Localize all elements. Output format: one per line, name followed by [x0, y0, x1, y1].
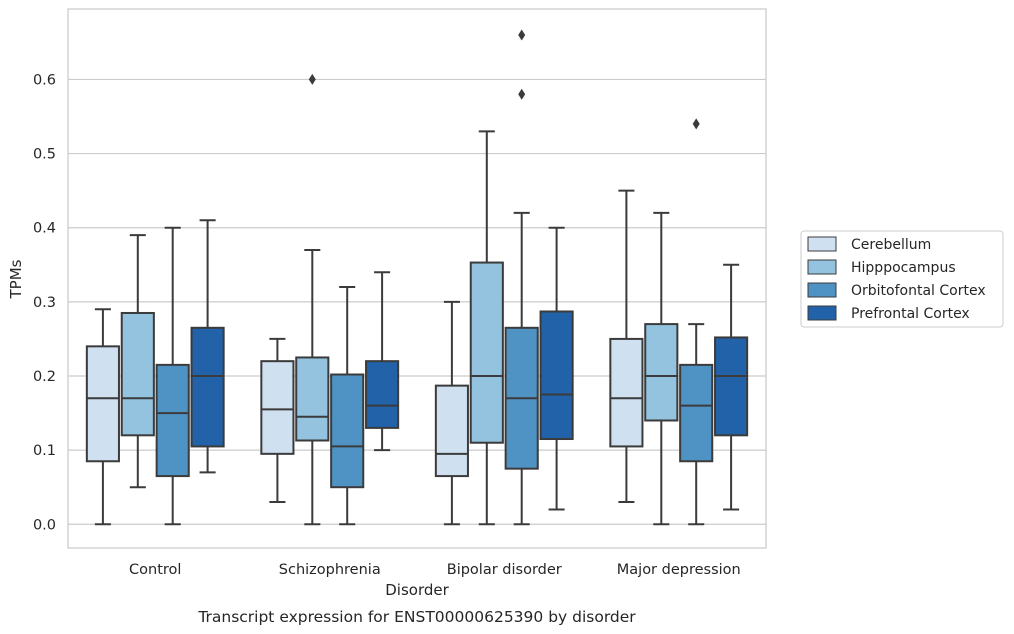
box-hipppocampus	[295, 73, 330, 526]
box-prefrontal-cortex	[365, 271, 400, 452]
box-body	[714, 336, 749, 437]
box-hipppocampus	[644, 211, 679, 526]
box-orbitofontal-cortex	[679, 118, 714, 526]
box-body	[644, 323, 679, 422]
chart-caption: Transcript expression for ENST0000062539…	[197, 608, 636, 626]
y-tick-label: 0.0	[33, 517, 56, 533]
box-body	[330, 373, 365, 489]
box-hipppocampus	[120, 234, 155, 489]
legend-label: Cerebellum	[851, 237, 931, 253]
box-body	[539, 310, 574, 441]
x-tick-labels: Control Schizophrenia Bipolar disorder Majo…	[129, 562, 741, 578]
box-prefrontal-cortex	[190, 219, 225, 474]
boxes	[85, 29, 749, 526]
legend-label: Hipppocampus	[851, 260, 956, 276]
legend-swatch	[807, 305, 837, 321]
box-cerebellum	[434, 300, 469, 526]
y-tick-label: 0.5	[33, 147, 56, 163]
legend-label: Orbitofontal Cortex	[851, 283, 986, 299]
outlier-point	[692, 118, 700, 130]
legend: Cerebellum Hipppocampus Orbitofontal Corte…	[800, 230, 1004, 328]
box-body	[609, 337, 644, 448]
legend-frame	[800, 230, 1004, 328]
box-body	[120, 311, 155, 437]
y-tick-label: 0.1	[33, 443, 56, 459]
legend-swatch	[807, 236, 837, 252]
legend-swatch	[807, 259, 837, 275]
outlier-point	[518, 29, 526, 41]
box-body	[260, 360, 295, 455]
box-body	[295, 356, 330, 442]
x-axis-label: Disorder	[385, 581, 449, 599]
y-axis-label: TPMs	[7, 259, 25, 299]
box-prefrontal-cortex	[714, 263, 749, 511]
box-body	[679, 363, 714, 463]
box-body	[190, 326, 225, 448]
box-body	[469, 261, 504, 444]
box-hipppocampus	[469, 130, 504, 526]
box-prefrontal-cortex	[539, 226, 574, 511]
outlier-point	[518, 88, 526, 100]
legend-label: Prefrontal Cortex	[851, 306, 970, 322]
box-orbitofontal-cortex	[155, 226, 190, 526]
box-cerebellum	[609, 189, 644, 504]
y-tick-label: 0.4	[33, 221, 56, 237]
plot-area-frame	[67, 8, 767, 549]
box-cerebellum	[85, 308, 120, 526]
y-tick-labels: 0.0 0.1 0.2 0.3 0.4 0.5 0.6	[33, 72, 56, 533]
box-orbitofontal-cortex	[504, 29, 539, 526]
box-body	[85, 345, 120, 463]
x-tick-label: Control	[129, 562, 181, 578]
y-tick-label: 0.2	[33, 369, 56, 385]
x-tick-label: Schizophrenia	[279, 562, 381, 578]
x-tick-label: Bipolar disorder	[447, 562, 562, 578]
box-body	[155, 363, 190, 478]
box-body	[365, 360, 400, 429]
box-body	[434, 384, 469, 478]
box-cerebellum	[260, 337, 295, 504]
x-tick-label: Major depression	[617, 562, 741, 578]
outlier-point	[308, 73, 316, 85]
box-orbitofontal-cortex	[330, 286, 365, 526]
y-tick-label: 0.3	[33, 295, 56, 311]
y-tick-label: 0.6	[33, 72, 56, 88]
legend-swatch	[807, 282, 837, 298]
